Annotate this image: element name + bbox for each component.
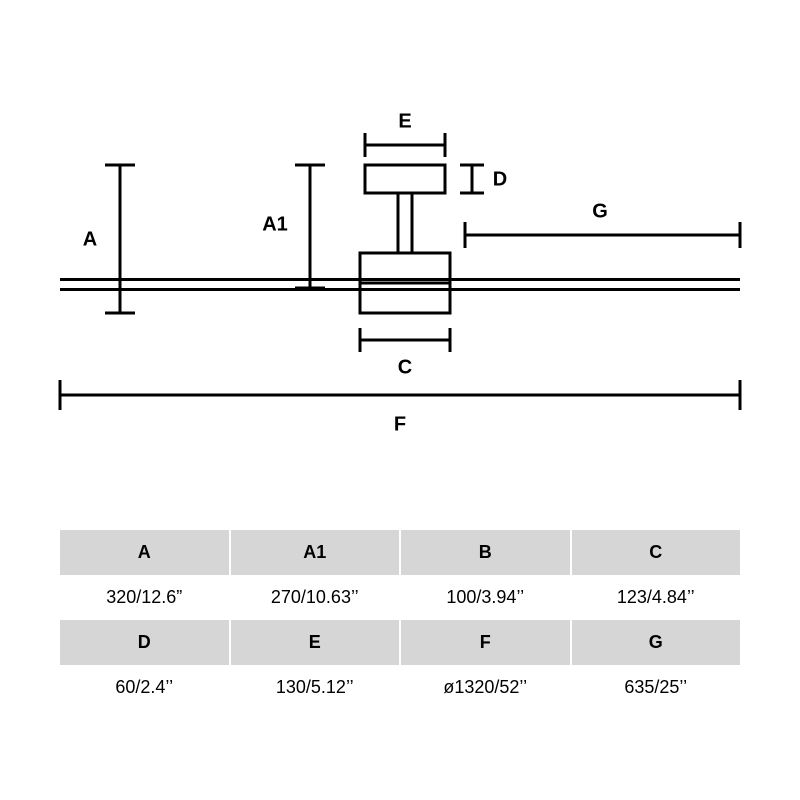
label-E: E [398,110,411,132]
table-cell: 100/3.94’’ [399,575,570,620]
label-G: G [592,200,608,222]
table-cell: 123/4.84’’ [570,575,741,620]
label-C: C [398,356,412,378]
dimension-diagram: A A1 E D G C F [0,0,800,500]
table-cell: 60/2.4’’ [60,665,229,710]
table-header: G [570,620,741,665]
table-header: A1 [229,530,400,575]
label-A: A [83,228,97,250]
table-cell: 270/10.63’’ [229,575,400,620]
table-header: B [399,530,570,575]
label-A1: A1 [262,213,288,235]
table-header: E [229,620,400,665]
spec-table: A A1 B C 320/12.6” 270/10.63’’ 100/3.94’… [60,530,740,710]
table-header: A [60,530,229,575]
table-header: C [570,530,741,575]
table-cell: 635/25’’ [570,665,741,710]
table-cell: 130/5.12’’ [229,665,400,710]
label-D: D [493,168,507,190]
label-F: F [394,413,406,435]
table-header: D [60,620,229,665]
table-cell: 320/12.6” [60,575,229,620]
table-cell: ø1320/52’’ [399,665,570,710]
table-header: F [399,620,570,665]
